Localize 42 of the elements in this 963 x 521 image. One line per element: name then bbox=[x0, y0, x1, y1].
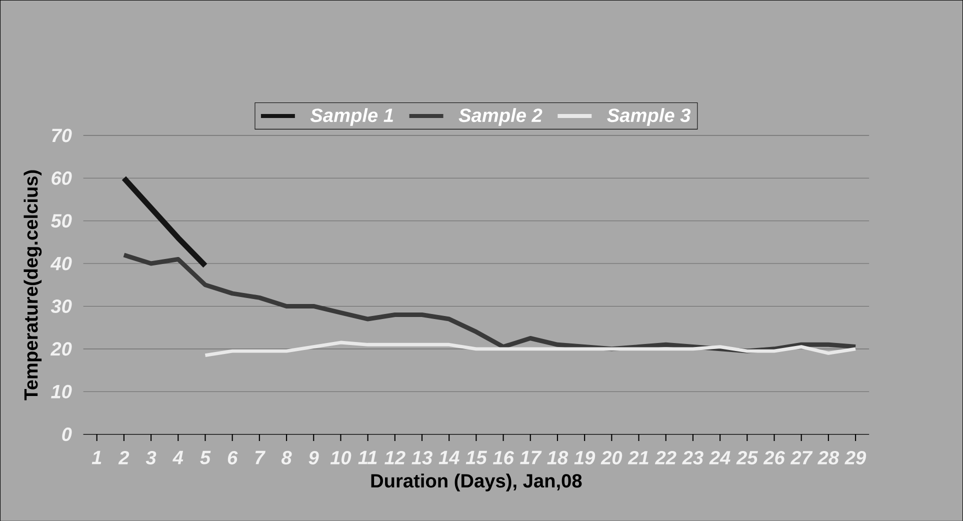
x-tick-label: 22 bbox=[654, 450, 676, 464]
x-tick-label: 23 bbox=[682, 450, 704, 464]
legend-label: Sample 1 bbox=[310, 108, 393, 126]
y-tick-label: 70 bbox=[52, 128, 72, 142]
legend-label: Sample 2 bbox=[458, 108, 542, 126]
x-tick-label: 27 bbox=[790, 450, 813, 464]
x-tick-label: 28 bbox=[818, 450, 840, 464]
x-tick-label: 12 bbox=[384, 450, 406, 464]
x-tick-label: 17 bbox=[520, 450, 542, 464]
x-tick-label: 14 bbox=[438, 450, 460, 464]
x-tick-label: 7 bbox=[255, 450, 266, 464]
x-tick-label: 9 bbox=[308, 450, 319, 464]
y-tick-label: 10 bbox=[51, 384, 72, 398]
x-tick-label: 16 bbox=[492, 450, 514, 464]
y-tick-label: 50 bbox=[50, 214, 72, 228]
x-tick-label: 13 bbox=[412, 450, 432, 464]
x-tick-label: 8 bbox=[281, 450, 292, 464]
y-tick-label: 0 bbox=[62, 427, 72, 441]
y-tick-label: 60 bbox=[52, 171, 72, 185]
x-tick-label: 6 bbox=[228, 450, 238, 464]
x-tick-label: 24 bbox=[709, 450, 730, 464]
x-tick-label: 19 bbox=[574, 450, 596, 464]
x-tick-label: 1 bbox=[92, 450, 102, 464]
x-tick-label: 15 bbox=[466, 450, 488, 464]
x-tick-label: 10 bbox=[330, 450, 352, 464]
legend-label: Sample 3 bbox=[607, 108, 691, 126]
x-axis-title: Duration (Days), Jan,08 bbox=[371, 473, 582, 492]
x-tick-label: 2 bbox=[118, 450, 130, 464]
x-tick-label: 25 bbox=[736, 450, 758, 464]
x-tick-label: 18 bbox=[547, 450, 568, 464]
y-tick-label: 30 bbox=[50, 299, 72, 313]
x-tick-label: 4 bbox=[172, 450, 184, 464]
x-tick-label: 3 bbox=[146, 450, 156, 464]
x-tick-label: 26 bbox=[763, 450, 785, 464]
x-tick-label: 11 bbox=[358, 450, 377, 464]
x-tick-label: 20 bbox=[600, 450, 622, 464]
y-tick-label: 20 bbox=[50, 342, 72, 356]
y-tick-label: 40 bbox=[50, 256, 72, 270]
x-tick-label: 29 bbox=[844, 450, 866, 464]
y-axis-title: Temperature(deg.celcius) bbox=[24, 170, 42, 400]
x-tick-label: 21 bbox=[628, 450, 648, 464]
x-tick-label: 5 bbox=[200, 450, 211, 464]
